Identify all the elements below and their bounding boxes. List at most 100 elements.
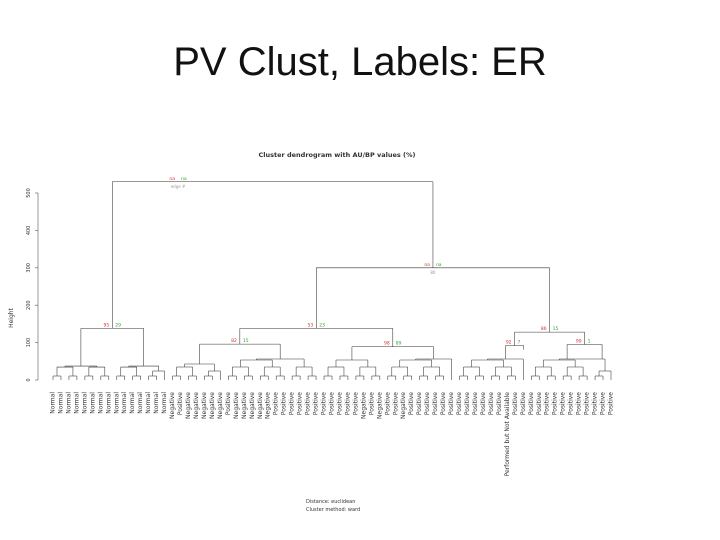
node-mid-au: 53 <box>308 322 314 328</box>
leaf-label: Performed but Not Available <box>504 392 511 477</box>
leaf-label: Normal <box>129 392 136 414</box>
leaf-label: Positive <box>416 392 423 415</box>
leaf-label: Normal <box>153 392 160 414</box>
leaf-label: Positive <box>305 392 312 415</box>
leaf-label: Positive <box>408 392 415 415</box>
leaf-label: Positive <box>584 392 591 415</box>
leaf-label: Positive <box>352 392 359 415</box>
leaf-label: Normal <box>105 392 112 414</box>
leaf-label: Positive <box>440 392 447 415</box>
leaf-label: Positive <box>297 392 304 415</box>
y-tick-label-400: 400 <box>26 226 32 236</box>
node-mid-bp: 23 <box>319 322 325 328</box>
plot-title: Cluster dendrogram with AU/BP values (%) <box>259 151 416 159</box>
leaf-label: Positive <box>392 392 399 415</box>
leaf-label: Positive <box>289 392 296 415</box>
leaf-label: Positive <box>488 392 495 415</box>
node-sub-a-au: 82 <box>231 338 237 344</box>
node-sub-d-bp: 1 <box>588 338 591 344</box>
node-sub-a-bp: 15 <box>243 338 249 344</box>
leaf-label: Positive <box>600 392 607 415</box>
leaf-label: Positive <box>329 392 336 415</box>
leaf-label: Normal <box>81 392 88 414</box>
leaf-label: Positive <box>552 392 559 415</box>
leaf-label: Negative <box>233 392 240 419</box>
leaf-label: Positive <box>480 392 487 415</box>
node-left-bp: 29 <box>115 322 121 328</box>
leaf-label: Negative <box>257 392 264 419</box>
y-axis-label: Height <box>8 307 15 327</box>
node-sub-c-au: 92 <box>506 340 512 346</box>
node-sub-d-au: 99 <box>576 338 582 344</box>
y-tick-label-0: 0 <box>26 378 32 381</box>
leaf-label: Positive <box>313 392 320 415</box>
leaf-label: Normal <box>73 392 80 414</box>
y-tick-label-100: 100 <box>26 338 32 348</box>
leaf-label: Negative <box>249 392 256 419</box>
leaf-label: Normal <box>89 392 96 414</box>
leaf-label: Positive <box>368 392 375 415</box>
node-sub-b-au: 98 <box>384 341 390 347</box>
leaf-label: Positive <box>576 392 583 415</box>
leaf-label: Positive <box>344 392 351 415</box>
node-far-au: 86 <box>541 326 547 332</box>
footer-line-method: Cluster method: ward <box>306 507 360 513</box>
leaf-label: Negative <box>201 392 208 419</box>
leaf-label: Normal <box>65 392 72 414</box>
footer-line-distance: Distance: euclidean <box>306 499 355 505</box>
leaf-label: Positive <box>225 392 232 415</box>
leaf-label: Negative <box>265 392 272 419</box>
leaf-label: Normal <box>137 392 144 414</box>
leaf-label: Positive <box>560 392 567 415</box>
leaf-label: Positive <box>592 392 599 415</box>
leaf-label: Normal <box>121 392 128 414</box>
slide-title: PV Clust, Labels: ER <box>173 40 547 84</box>
node-far-bp: 15 <box>553 326 559 332</box>
leaf-label: Negative <box>217 392 224 419</box>
leaf-label: Negative <box>209 392 216 419</box>
y-tick-label-200: 200 <box>26 300 32 310</box>
y-axis: 0 100 200 300 400 500 <box>26 188 39 382</box>
leaf-label: Negative <box>241 392 248 419</box>
leaf-label: Normal <box>113 392 120 414</box>
leaf-label: Positive <box>273 392 280 415</box>
node-root-au: na <box>169 177 175 182</box>
leaf-label: Positive <box>512 392 519 415</box>
leaf-label: Positive <box>544 392 551 415</box>
leaf-label: Normal <box>161 392 168 414</box>
leaf-label: Positive <box>336 392 343 415</box>
node-root-bp: na <box>181 177 187 182</box>
node-left-au: 95 <box>104 322 110 328</box>
leaf-labels: Normal Normal Normal Normal Normal Normal Norm… <box>50 392 615 477</box>
node-right-bp: na <box>436 263 442 268</box>
leaf-label: Positive <box>528 392 535 415</box>
leaf-label: Positive <box>464 392 471 415</box>
node-sub-c-bp: 7 <box>518 340 521 346</box>
leaf-label: Positive <box>384 392 391 415</box>
node-right-au: na <box>424 263 430 268</box>
leaf-label: Normal <box>57 392 64 414</box>
leaf-label: Negative <box>185 392 192 419</box>
leaf-label: Positive <box>448 392 455 415</box>
leaf-label: Positive <box>520 392 527 415</box>
leaf-label: Positive <box>456 392 463 415</box>
node-right-edge: 80 <box>430 270 436 275</box>
leaf-label: Negative <box>400 392 407 419</box>
leaf-label: Normal <box>97 392 104 414</box>
leaf-label: Positive <box>608 392 615 415</box>
node-sub-b-bp: 89 <box>396 341 402 347</box>
leaf-label: Positive <box>432 392 439 415</box>
leaf-label: Positive <box>424 392 431 415</box>
leaf-label: Positive <box>281 392 288 415</box>
leaf-label: Negative <box>169 392 176 419</box>
leaf-label: Positive <box>496 392 503 415</box>
y-tick-label-500: 500 <box>26 188 32 198</box>
leaf-label: Positive <box>568 392 575 415</box>
leaf-label: Positive <box>321 392 328 415</box>
leaf-label: Positive <box>536 392 543 415</box>
leaf-label: Negative <box>376 392 383 419</box>
y-tick-label-300: 300 <box>26 263 32 273</box>
leaf-label: Positive <box>177 392 184 415</box>
